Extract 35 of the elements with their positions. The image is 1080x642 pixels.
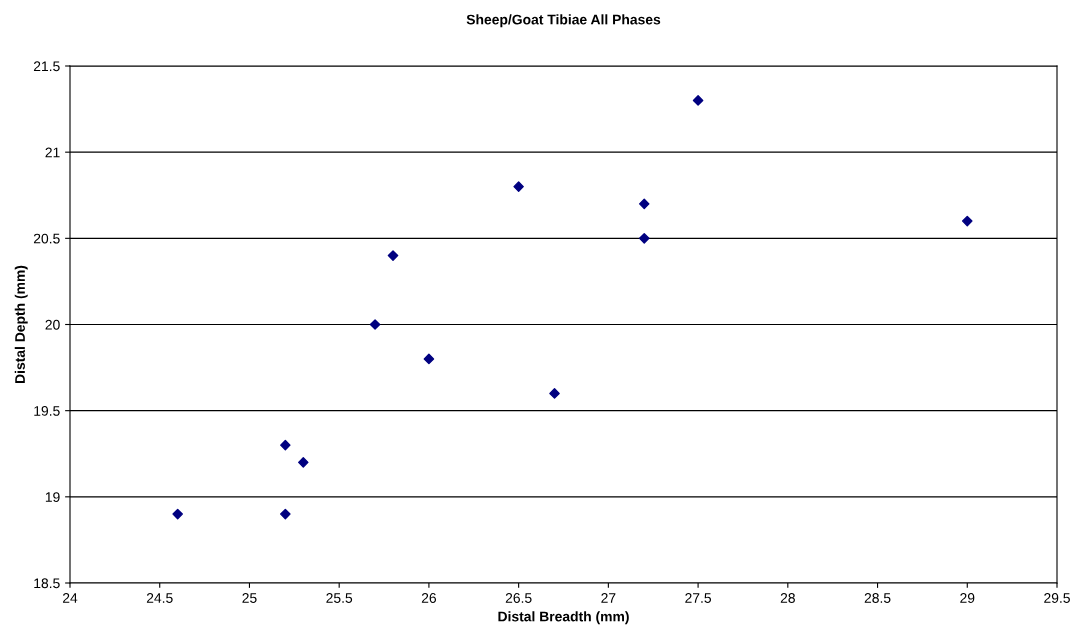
y-tick-label: 18.5: [34, 578, 60, 589]
x-axis-title: Distal Breadth (mm): [498, 611, 629, 625]
x-tick-label: 29: [960, 593, 975, 603]
point: [423, 353, 435, 365]
point: [387, 250, 399, 261]
point: [513, 181, 524, 192]
x-tick-label: 28: [780, 593, 795, 603]
x-tick-label: 27.5: [685, 593, 712, 603]
y-tick-label: 20: [45, 319, 60, 330]
point: [961, 215, 973, 227]
x-tick-label: 24.5: [146, 593, 173, 603]
y-tick-label: 20.5: [33, 233, 60, 244]
point: [638, 198, 650, 210]
x-tick-label: 25: [242, 593, 257, 603]
x-tick-label: 25.5: [326, 593, 353, 603]
y-tick-label: 21: [45, 147, 60, 158]
x-tick-label: 28.5: [864, 593, 891, 603]
y-tick-label: 19: [45, 492, 60, 502]
x-tick-label: 26.5: [505, 593, 532, 603]
y-tick-label: 21.5: [33, 61, 60, 72]
point: [638, 233, 650, 244]
point: [280, 439, 291, 451]
x-tick-label: 29.5: [1044, 593, 1070, 603]
point: [692, 95, 704, 106]
point: [369, 319, 381, 330]
y-tick-label: 19.5: [34, 406, 60, 416]
point: [549, 388, 560, 399]
point: [297, 457, 309, 468]
y-axis-title: Distal Depth (mm): [14, 265, 28, 383]
point: [280, 508, 291, 520]
x-tick-label: 27: [601, 593, 616, 603]
x-tick-label: 24: [62, 593, 78, 603]
x-tick-label: 26: [421, 593, 437, 603]
chart-title: Sheep/Goat Tibiae All Phases: [466, 14, 661, 28]
point: [172, 508, 183, 520]
